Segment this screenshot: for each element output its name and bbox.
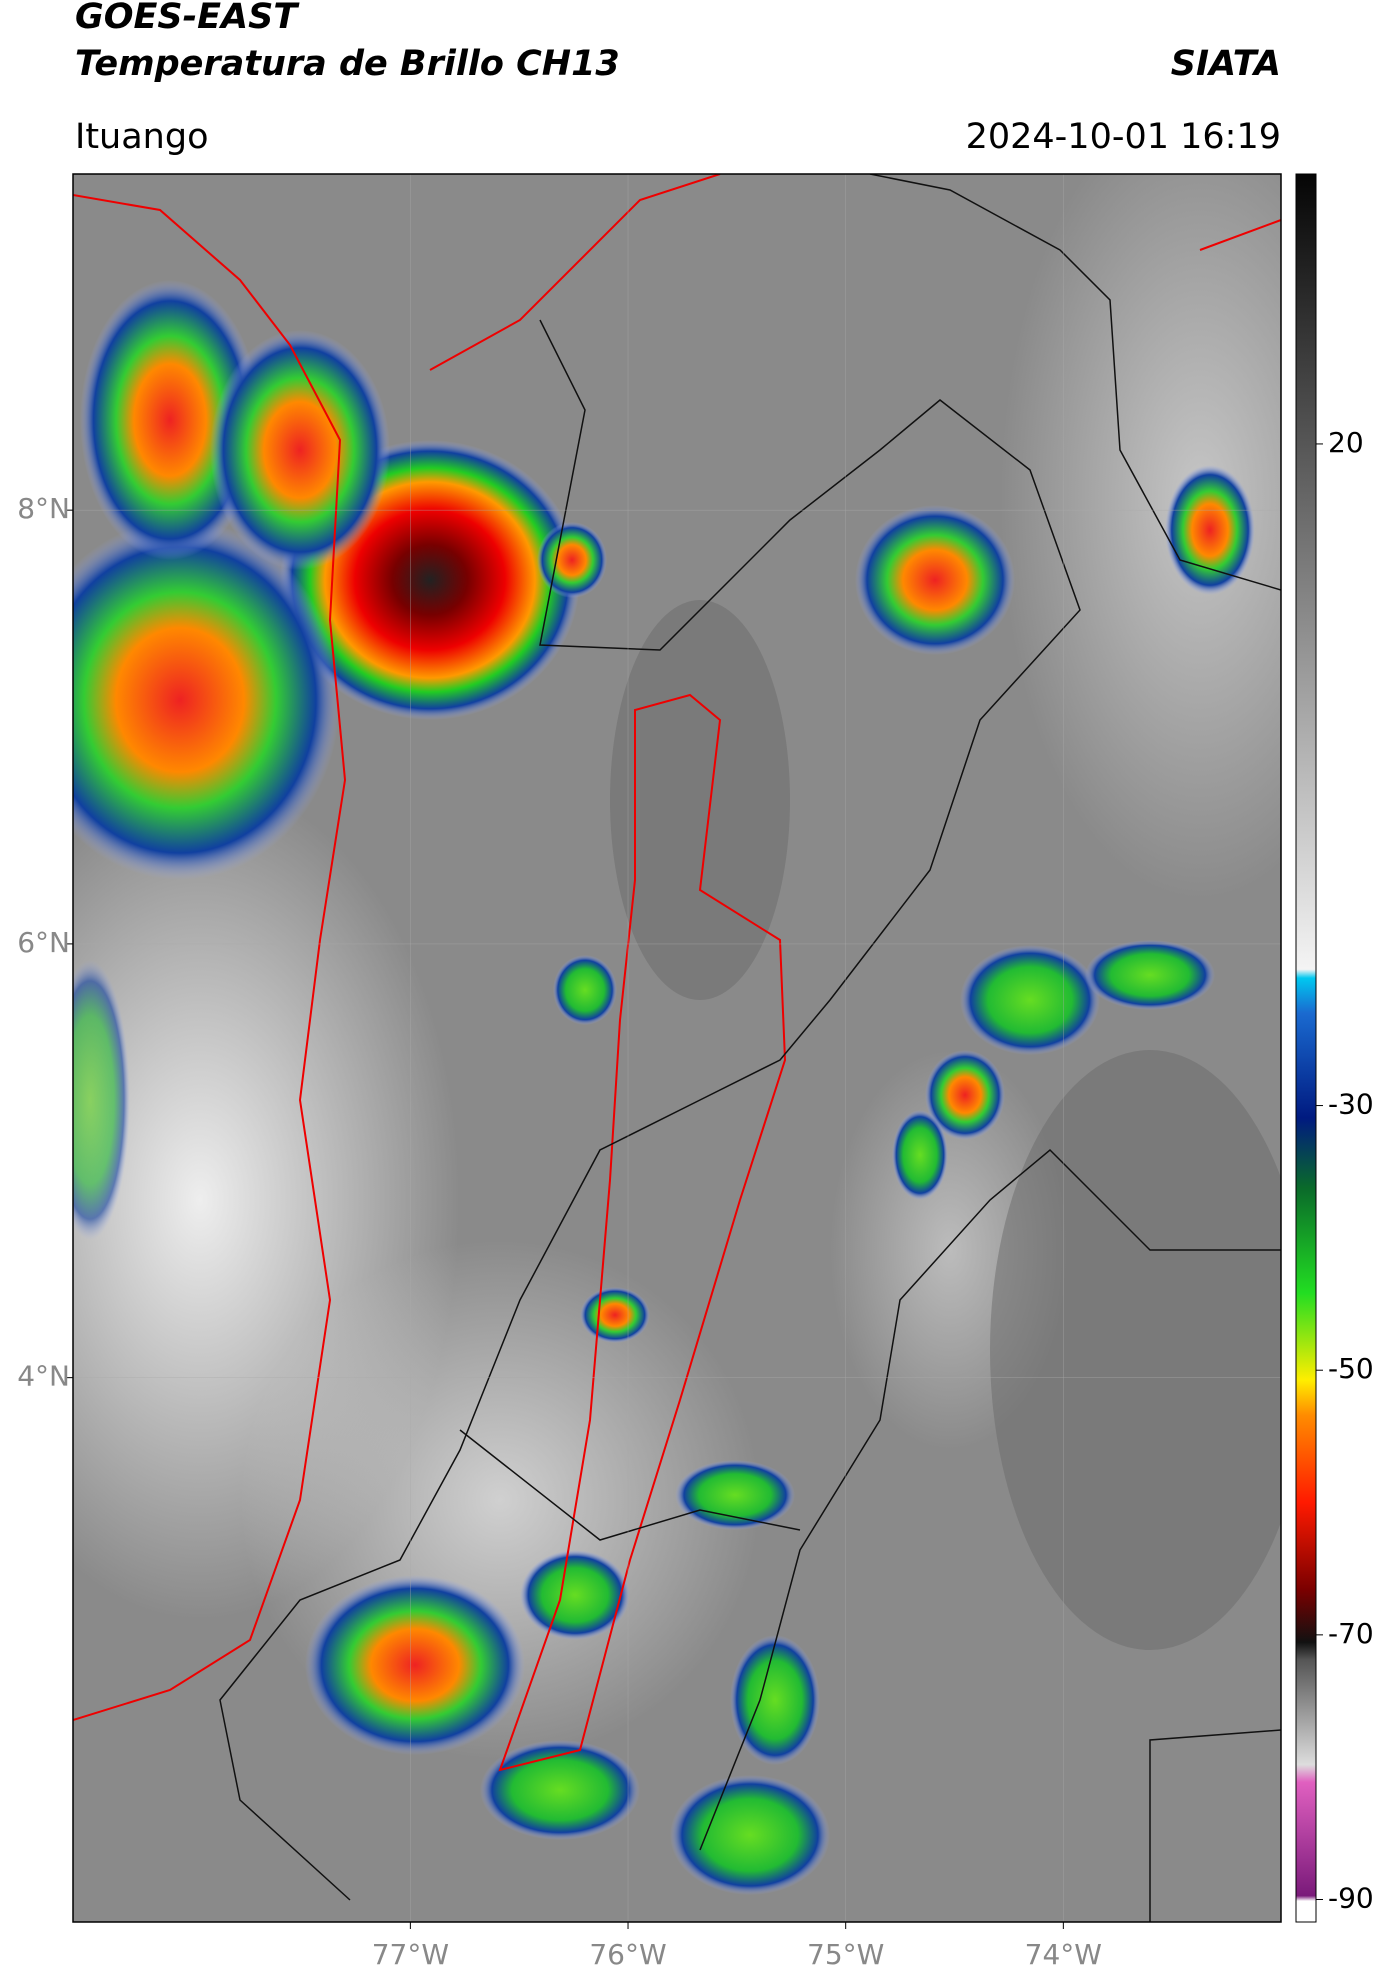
datetime: 2024-10-01 16:19 [966,117,1281,157]
colorbar-label: -50 [1328,1352,1374,1385]
location: Ituango [75,117,209,157]
title: GOES-EAST [75,0,300,37]
colorbar [1295,173,1317,1923]
y-tick-label: 8°N [17,492,70,525]
colorbar-label: -90 [1328,1882,1374,1915]
x-tick-label: 75°W [807,1938,884,1971]
x-tick-label: 76°W [589,1938,666,1971]
satellite-image [73,174,1281,1922]
y-tick-label: 6°N [17,926,70,959]
colorbar-label: -30 [1328,1088,1374,1121]
y-tick-label: 4°N [17,1360,70,1393]
x-tick-label: 77°W [372,1938,449,1971]
graticule [73,174,1281,1922]
colorbar-label: -70 [1328,1617,1374,1650]
source: SIATA [1171,44,1281,84]
x-tick-label: 74°W [1025,1938,1102,1971]
colorbar-label: 20 [1328,426,1364,459]
subtitle: Temperatura de Brillo CH13 [75,44,620,84]
map-frame [72,173,1282,1923]
